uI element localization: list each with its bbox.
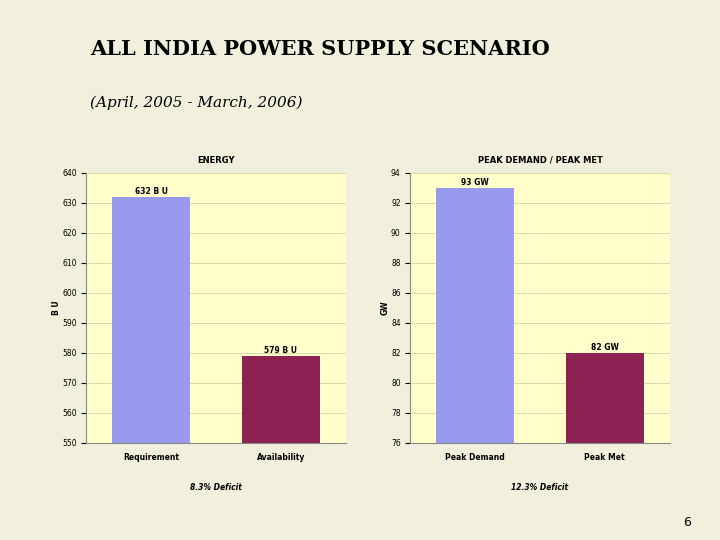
Bar (242, 356, 320, 540)
Text: 6: 6 (683, 516, 691, 529)
Text: 93 GW: 93 GW (462, 178, 489, 187)
Bar (566, 353, 644, 540)
Text: (April, 2005 - March, 2006): (April, 2005 - March, 2006) (90, 95, 302, 110)
Text: 8.3% Deficit: 8.3% Deficit (190, 483, 242, 492)
Bar (112, 197, 190, 540)
Text: PEAK DEMAND / PEAK MET: PEAK DEMAND / PEAK MET (477, 156, 603, 165)
Y-axis label: B U: B U (52, 300, 60, 315)
Bar (436, 188, 514, 540)
Text: 632 B U: 632 B U (135, 187, 168, 196)
Text: 82 GW: 82 GW (591, 343, 618, 352)
Text: 12.3% Deficit: 12.3% Deficit (511, 483, 569, 492)
Y-axis label: GW: GW (381, 300, 390, 315)
Text: ALL INDIA POWER SUPPLY SCENARIO: ALL INDIA POWER SUPPLY SCENARIO (90, 39, 550, 59)
Text: ENERGY: ENERGY (197, 156, 235, 165)
Text: 579 B U: 579 B U (264, 346, 297, 355)
